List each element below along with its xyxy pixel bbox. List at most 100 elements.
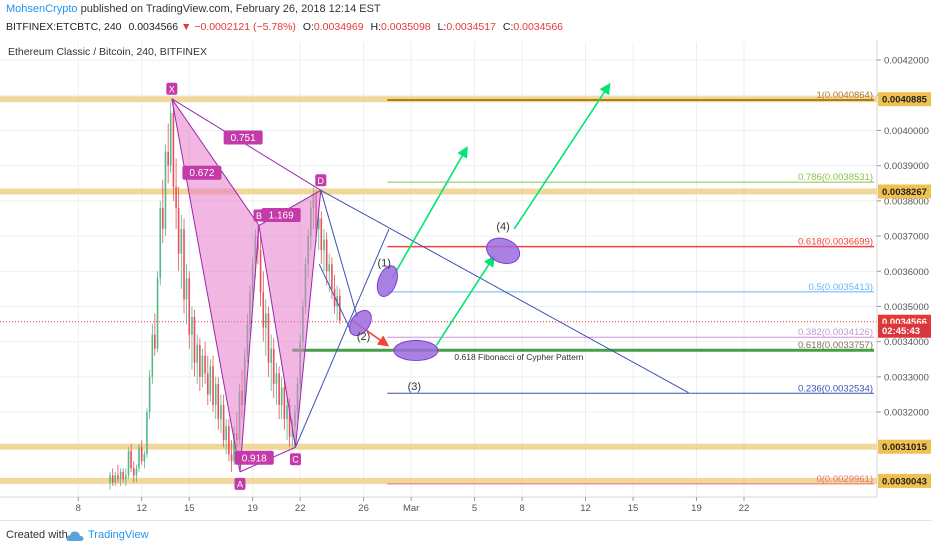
last-price: 0.0034566 xyxy=(128,21,179,33)
harmonic-point-label: D xyxy=(318,176,325,186)
harmonic-point-label: C xyxy=(292,455,299,465)
candle-body xyxy=(280,387,283,406)
time-tick-label: 8 xyxy=(519,503,524,514)
price-change: ▼ −0.0002121 (−5.78%) xyxy=(181,21,296,33)
candle-body xyxy=(125,475,127,479)
price-badge-text: 02:45:43 xyxy=(882,326,920,337)
harmonic-point-tag xyxy=(289,453,301,466)
author-link[interactable]: MohsenCrypto xyxy=(6,3,78,15)
harmonic-leg-xd xyxy=(171,98,322,191)
tradingview-cloud-icon xyxy=(66,531,84,541)
harmonic-point-label: X xyxy=(169,84,175,94)
candle-body xyxy=(169,112,172,166)
scenario-ellipse-2 xyxy=(349,309,372,337)
price-tick-label: 0.0035000 xyxy=(884,302,929,313)
candle-body xyxy=(138,447,140,469)
candle-body xyxy=(151,334,154,377)
tradingview-link[interactable]: TradingView xyxy=(88,529,149,541)
wedge-upper-line xyxy=(320,190,358,318)
time-tick-label: 22 xyxy=(295,503,306,514)
time-tick-label: 12 xyxy=(136,503,147,514)
candle-body xyxy=(127,450,130,476)
candle-body xyxy=(283,387,286,420)
candle-body xyxy=(164,151,167,230)
price-tick-label: 0.0032000 xyxy=(884,408,929,419)
candle-body xyxy=(233,433,235,462)
scenario-label: (3) xyxy=(408,381,421,393)
candle-body xyxy=(183,229,185,300)
candle-body xyxy=(270,348,272,363)
candle-body xyxy=(209,366,212,395)
candle-body xyxy=(217,383,220,420)
ratio-label: 1.169 xyxy=(269,210,294,221)
scenario-label: (2) xyxy=(357,331,370,343)
ratio-label: 0.751 xyxy=(231,133,256,144)
harmonic-triangle-xab xyxy=(171,98,260,472)
candle-body xyxy=(146,412,148,455)
candle-body xyxy=(180,229,183,254)
symbol-label: BITFINEX:ETCBTC, 240 xyxy=(6,21,122,33)
ratio-tag xyxy=(182,165,222,180)
candle-body xyxy=(222,405,225,441)
candle-body xyxy=(286,405,288,420)
chart-title: Ethereum Classic / Bitcoin, 240, BITFINE… xyxy=(8,46,207,58)
candle-body xyxy=(278,373,280,406)
price-badge xyxy=(878,184,931,199)
ratio-tag xyxy=(223,130,263,145)
harmonic-point-tag xyxy=(315,174,327,187)
ohlc-line: BITFINEX:ETCBTC, 240 0.0034566 ▼ −0.0002… xyxy=(6,21,563,33)
support-resistance-band xyxy=(0,188,877,195)
candle-body xyxy=(206,373,209,395)
scenario-arrow-1 xyxy=(391,146,468,279)
scenario-ellipse-3 xyxy=(393,339,439,361)
candle-body xyxy=(196,345,198,363)
candle-body xyxy=(230,454,233,462)
plot-area[interactable] xyxy=(0,42,877,497)
candle-body xyxy=(228,426,230,455)
candle-body xyxy=(117,475,119,479)
fib-level-label: 0.786(0.0038531) xyxy=(798,172,873,183)
candle-body xyxy=(161,207,164,230)
price-badge-text: 0.0038267 xyxy=(882,187,927,198)
candle-body xyxy=(172,112,175,187)
price-chart[interactable]: Ethereum Classic / Bitcoin, 240, BITFINE… xyxy=(0,40,932,520)
candle-body xyxy=(175,186,177,208)
candle-body xyxy=(225,426,227,441)
fib-level-label: 0.382(0.0034126) xyxy=(798,327,873,338)
candle-body xyxy=(288,405,291,437)
publication-header: MohsenCrypto published on TradingView.co… xyxy=(0,0,932,40)
candle-body xyxy=(220,405,222,420)
candle-body xyxy=(259,250,262,293)
candle-body xyxy=(275,373,278,384)
price-tick-label: 0.0037000 xyxy=(884,232,929,243)
price-axis[interactable] xyxy=(877,40,932,499)
price-badge-text: 0.0034566 xyxy=(882,317,927,328)
ratio-tag xyxy=(261,207,301,222)
candle-body xyxy=(156,278,159,349)
time-tick-label: 12 xyxy=(580,503,591,514)
open-value: 0.0034969 xyxy=(313,21,364,33)
close-label: C: xyxy=(502,21,514,33)
candle-body xyxy=(148,376,151,413)
scenario-arrow-4 xyxy=(513,82,611,230)
price-badge-text: 0.0030043 xyxy=(882,476,927,487)
low-value: 0.0034517 xyxy=(446,21,496,33)
candle-body xyxy=(177,207,180,254)
fib-level-label: 0.236(0.0032534) xyxy=(798,383,873,394)
created-with-text: Created with xyxy=(6,529,68,541)
open-label: O: xyxy=(302,21,314,33)
price-badge-text: 0.0040885 xyxy=(882,95,928,106)
price-badge xyxy=(878,473,931,488)
price-tick-label: 0.0042000 xyxy=(884,56,929,67)
harmonic-point-tag xyxy=(234,477,246,490)
candle-body xyxy=(323,239,325,251)
candle-body xyxy=(328,264,331,272)
cypher-level-label: 0.618 Fibonacci of Cypher Pattern xyxy=(454,352,583,362)
candle-body xyxy=(325,239,328,272)
ratio-label: 0.918 xyxy=(242,453,267,464)
time-tick-label: 19 xyxy=(691,503,702,514)
fib-level-label: 0(0.0029961) xyxy=(816,474,873,485)
publish-info: MohsenCrypto published on TradingView.co… xyxy=(6,3,381,15)
support-resistance-band xyxy=(0,477,877,484)
time-axis[interactable] xyxy=(0,497,877,519)
